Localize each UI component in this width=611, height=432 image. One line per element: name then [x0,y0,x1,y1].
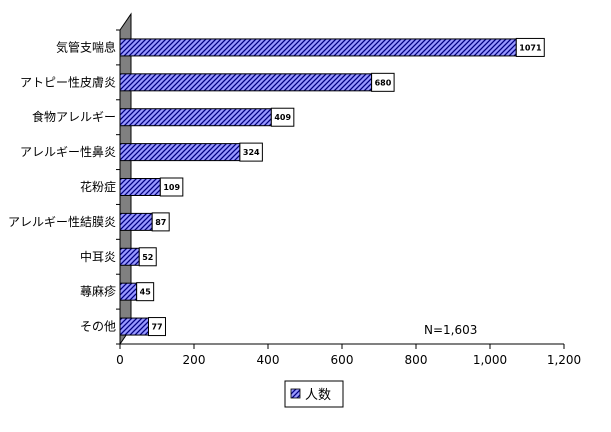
data-label: 77 [151,323,162,332]
bar [119,212,153,231]
data-label: 680 [375,78,392,87]
category-label: その他 [80,320,116,334]
legend-swatch [290,388,301,399]
bar [119,73,373,92]
legend: 人数 [284,380,344,408]
data-label-box [136,282,155,302]
data-label: 1071 [519,43,542,52]
bar [119,143,241,162]
data-label-box [151,212,170,232]
category-label: アレルギー性鼻炎 [20,144,116,159]
category-label: アトピー性皮膚炎 [20,74,116,89]
data-label-box [515,37,545,57]
data-label-box [270,107,295,127]
x-tick-label: 400 [257,353,280,367]
x-tick-label: 0 [116,353,124,367]
category-label: 気管支喘息 [56,39,116,54]
x-tick-label: 1,000 [473,353,507,367]
data-label-box [239,142,263,162]
bar [119,108,272,127]
bar [119,178,161,196]
category-label: アレルギー性結膜炎 [8,215,116,229]
data-label-box [159,177,184,197]
x-tick-label: 200 [183,353,206,367]
category-label: 中耳炎 [80,249,116,264]
data-label: 109 [163,183,180,192]
bar [119,247,140,266]
bar [119,282,138,301]
data-label-box [371,72,395,92]
category-label: 蕁麻疹 [80,284,116,299]
category-label: 花粉症 [80,179,116,194]
bar [119,317,149,336]
bar [119,38,517,57]
category-labels: 気管支喘息アトピー性皮膚炎食物アレルギーアレルギー性鼻炎花粉症アレルギー性結膜炎… [8,39,116,333]
x-tick-label: 1,200 [547,353,581,367]
bar-series [119,38,517,336]
data-label: 45 [140,288,152,297]
data-label-box [138,247,157,267]
data-labels: 1071 680 409 324 109 87 52 45 77 [136,37,545,337]
data-label: 87 [155,218,166,227]
data-label: 409 [274,113,291,122]
data-label-box [147,317,166,337]
data-label: 52 [142,253,153,262]
legend-label: 人数 [305,388,331,403]
x-tick-label: 800 [405,353,428,367]
sample-size-annotation: N=1,603 [424,323,477,337]
x-tick-label: 600 [331,353,354,367]
x-tick-labels: 0 200 400 600 800 1,000 1,200 [116,353,581,367]
data-label: 324 [243,148,260,157]
category-label: 食物アレルギー [32,109,116,124]
